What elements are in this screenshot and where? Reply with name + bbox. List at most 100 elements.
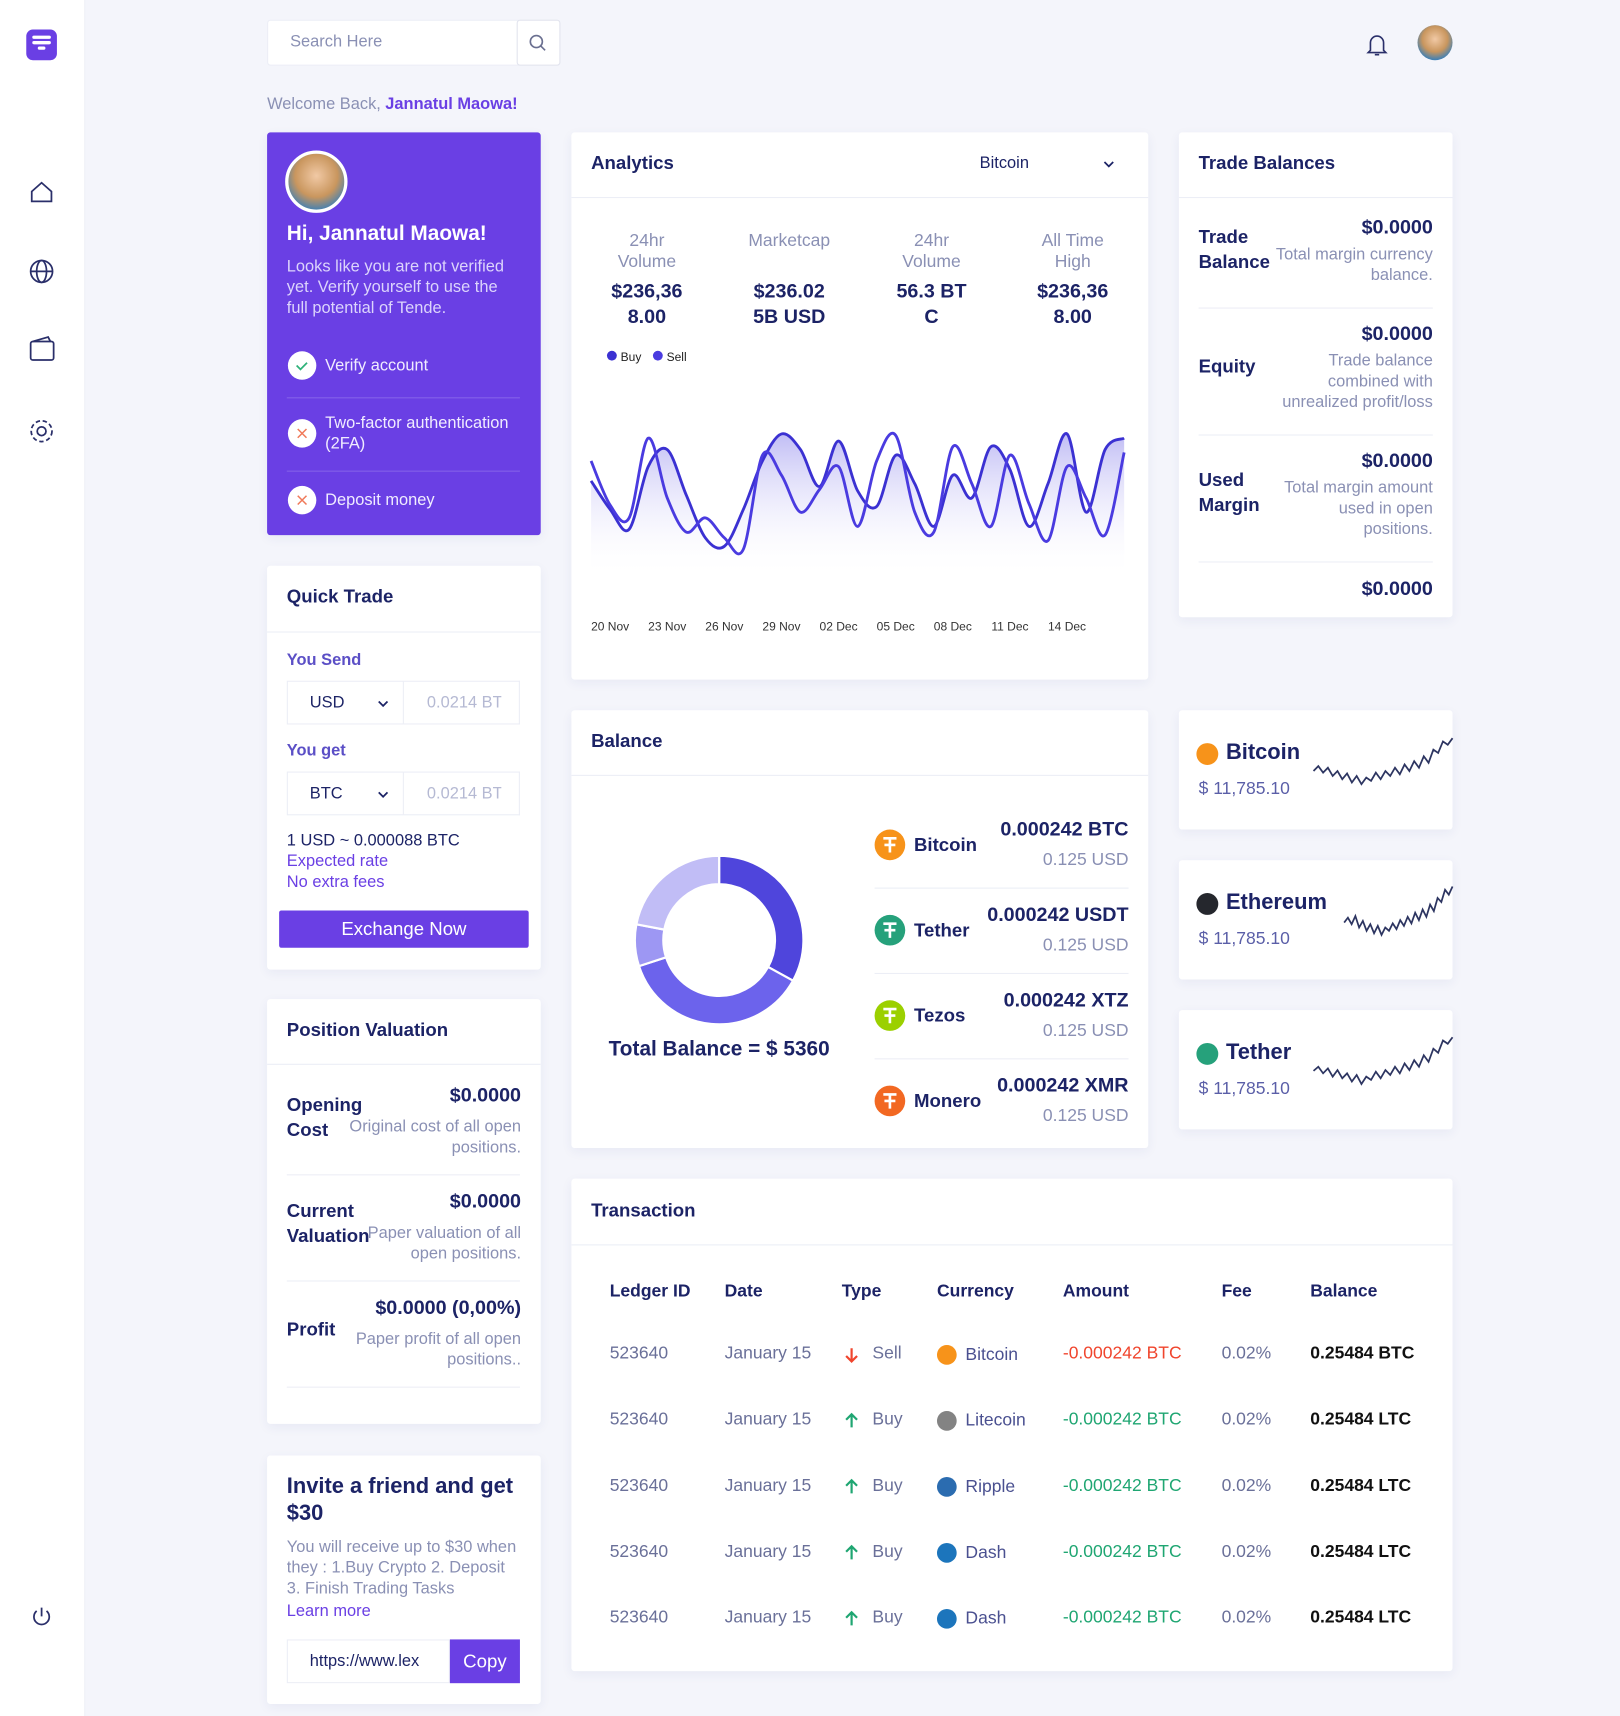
type: Buy xyxy=(872,1476,903,1496)
currency-select[interactable] xyxy=(286,771,404,816)
balance: 0.25484 LTC xyxy=(1310,1542,1412,1562)
divider xyxy=(286,397,520,399)
currency-select[interactable] xyxy=(286,680,404,725)
ledger-id: 523640 xyxy=(609,1608,669,1628)
sidebar xyxy=(0,0,86,1716)
ledger-id: 523640 xyxy=(609,1410,669,1430)
date: January 15 xyxy=(724,1542,812,1562)
fee: 0.02% xyxy=(1221,1410,1272,1430)
divider xyxy=(286,1174,520,1176)
rate: 1 USD ~ 0.000088 BTC xyxy=(286,831,460,850)
transaction-card xyxy=(571,1178,1453,1672)
search-button[interactable] xyxy=(516,19,561,66)
field-label: You Send xyxy=(286,650,362,670)
amount: -0.000242 BTC xyxy=(1062,1608,1182,1628)
balance: 0.25484 BTC xyxy=(1310,1344,1415,1364)
type: Buy xyxy=(872,1608,903,1628)
amount: -0.000242 BTC xyxy=(1062,1476,1182,1496)
fee: 0.02% xyxy=(1221,1542,1272,1562)
item-label: Trade Balance xyxy=(1198,226,1270,273)
divider xyxy=(571,774,1149,776)
currency: Dash xyxy=(965,1609,1007,1629)
column-header: Type xyxy=(841,1282,882,1301)
date: January 15 xyxy=(724,1608,812,1628)
welcome-prefix: Welcome Back, xyxy=(267,94,381,114)
currency: Dash xyxy=(965,1543,1007,1563)
coin-name: Monero xyxy=(913,1090,982,1112)
card-title: Quick Trade xyxy=(286,586,394,607)
ticker-price: $ 11,785.10 xyxy=(1198,779,1290,799)
amount-input[interactable] xyxy=(403,680,520,725)
search-placeholder[interactable]: Search Here xyxy=(290,32,383,51)
ticker-price: $ 11,785.10 xyxy=(1198,1079,1290,1099)
copy-button-label[interactable]: Copy xyxy=(463,1650,507,1672)
type: Buy xyxy=(872,1410,903,1430)
stat-label: 24hr Volume xyxy=(902,232,961,272)
coin-amount: 0.000242 XMR xyxy=(997,1074,1129,1097)
divider xyxy=(874,887,1129,889)
exchange-button[interactable] xyxy=(279,910,529,948)
coin-selector[interactable]: Bitcoin xyxy=(979,153,1029,173)
coin-amount: 0.000242 XTZ xyxy=(1003,988,1129,1011)
item-desc: Paper profit of all open positions.. xyxy=(355,1329,522,1370)
card-title: Position Valuation xyxy=(286,1019,449,1041)
profile-card xyxy=(267,132,541,536)
item-desc: Trade balance combined with unrealized p… xyxy=(1282,351,1433,412)
amount-placeholder: 0.0214 BTC xyxy=(426,693,501,712)
bell-icon[interactable] xyxy=(1366,35,1388,56)
step-label: Two-factor authentication (2FA) xyxy=(325,413,509,454)
balance: 0.25484 LTC xyxy=(1310,1476,1412,1496)
item-label: Profit xyxy=(286,1319,336,1341)
currency-value: BTC xyxy=(309,784,343,803)
item-desc: Paper valuation of all open positions. xyxy=(367,1223,522,1263)
item-desc: Total margin amount used in open positio… xyxy=(1284,478,1433,539)
coin-usd: 0.125 USD xyxy=(1042,850,1129,870)
ledger-id: 523640 xyxy=(609,1542,669,1562)
divider xyxy=(1198,307,1433,309)
trade-balances-card xyxy=(1178,132,1453,618)
exchange-button-label[interactable]: Exchange Now xyxy=(341,918,467,940)
ledger-id: 523640 xyxy=(609,1344,669,1364)
divider xyxy=(1198,434,1433,436)
card-title: Trade Balances xyxy=(1198,152,1336,174)
column-header: Date xyxy=(724,1282,763,1301)
divider xyxy=(267,1063,541,1065)
currency: Litecoin xyxy=(965,1411,1026,1431)
currency: Ripple xyxy=(965,1477,1016,1497)
card-title: Balance xyxy=(591,730,663,752)
rate-note: No extra fees xyxy=(286,872,385,892)
copy-button[interactable] xyxy=(449,1639,520,1684)
currency-value: USD xyxy=(309,693,345,712)
divider xyxy=(571,1244,1453,1246)
item-value: $0.0000 xyxy=(449,1084,522,1106)
column-header: Ledger ID xyxy=(609,1282,691,1301)
ticker-card xyxy=(1178,710,1453,830)
card-title: Analytics xyxy=(591,152,674,174)
item-label: Opening Cost xyxy=(286,1094,363,1141)
column-header: Balance xyxy=(1310,1282,1378,1301)
search-box[interactable] xyxy=(267,19,561,66)
divider xyxy=(571,196,1149,199)
coin-usd: 0.125 USD xyxy=(1042,936,1129,955)
stat-value: 56.3 BTC xyxy=(896,280,967,328)
item-value: $0.0000 (0,00%) xyxy=(375,1296,522,1319)
invite-text: You will receive up to $30 when they : 1… xyxy=(286,1537,517,1598)
item-value: $0.0000 xyxy=(1361,449,1433,472)
ticker-card xyxy=(1178,860,1453,980)
amount-input[interactable] xyxy=(403,771,520,816)
item-desc: Total margin currency balance. xyxy=(1275,245,1433,285)
position-card xyxy=(267,999,541,1424)
learn-more-link[interactable]: Learn more xyxy=(286,1601,371,1621)
coin-name: Tether xyxy=(913,919,970,941)
fee: 0.02% xyxy=(1221,1344,1272,1364)
stat-value: $236,368.00 xyxy=(1037,280,1109,328)
step-label: Verify account xyxy=(325,356,429,375)
date: January 15 xyxy=(724,1344,812,1364)
divider xyxy=(874,1058,1129,1060)
item-label: Current Valuation xyxy=(286,1200,370,1247)
divider xyxy=(874,972,1129,975)
user-avatar[interactable] xyxy=(1417,25,1453,61)
amount: -0.000242 BTC xyxy=(1062,1410,1182,1430)
url-input[interactable] xyxy=(286,1639,450,1684)
